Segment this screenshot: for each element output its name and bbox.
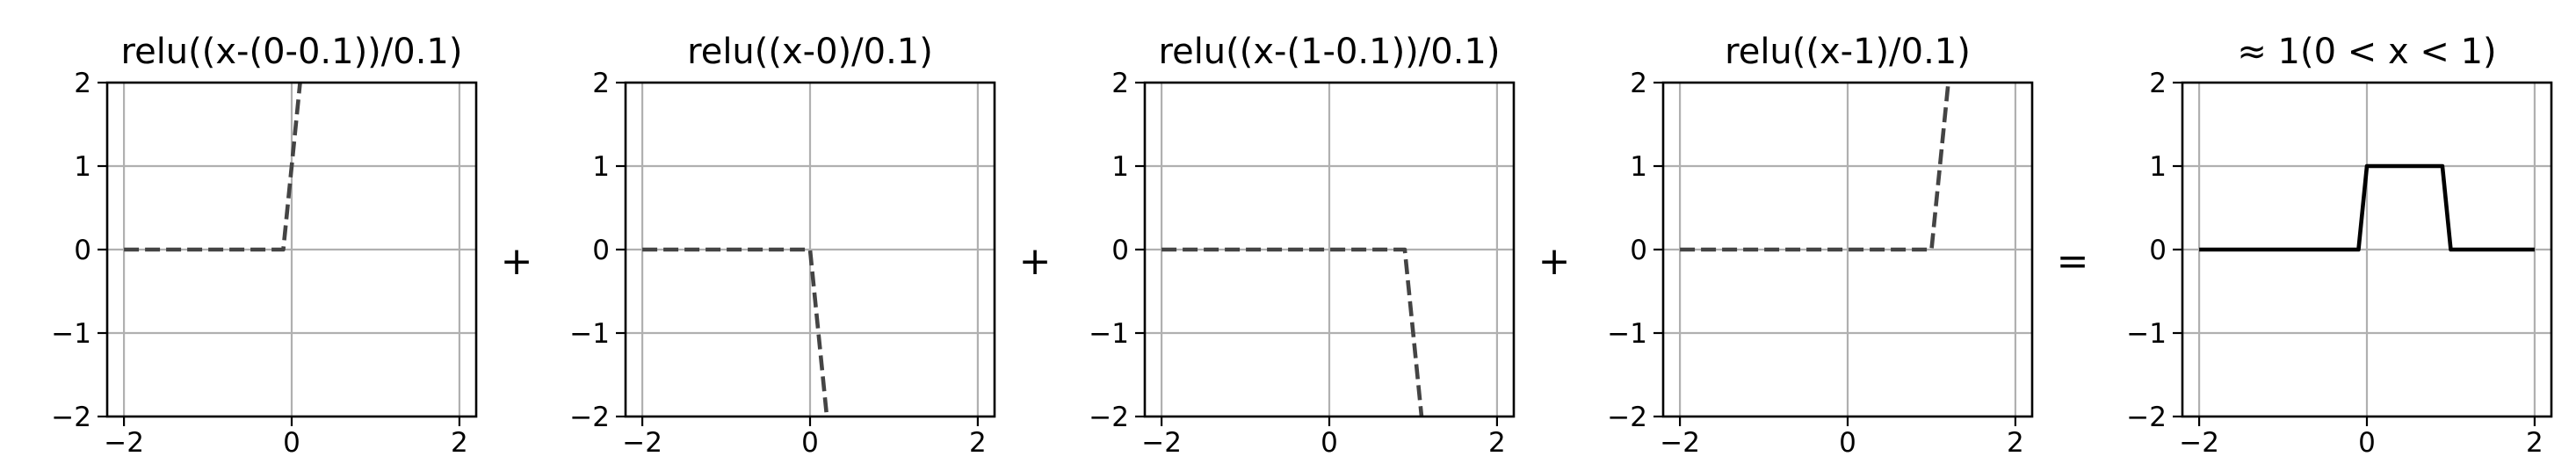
y-tick-label: −1 — [51, 318, 91, 350]
chart-title: relu((x-1)/0.1) — [1725, 32, 1971, 72]
x-tick-label: 0 — [801, 427, 819, 459]
chart-title: relu((x-(0-0.1))/0.1) — [121, 32, 463, 72]
y-tick-label: 1 — [2149, 151, 2167, 183]
y-tick-label: 2 — [2149, 68, 2167, 99]
y-tick-label: 2 — [1111, 68, 1129, 99]
chart-panel-3: −2 0 2 −2 −1 0 1 2 relu((x-(1-0.1))/0.1) — [1089, 32, 1516, 459]
equals-operator: = — [2057, 239, 2089, 284]
y-tick-label: 0 — [1111, 235, 1129, 266]
chart-panel-2: −2 0 2 −2 −1 0 1 2 relu((x-0)/0.1) — [569, 32, 996, 459]
y-tick-label: 1 — [592, 151, 610, 183]
y-tick-label: −2 — [2126, 402, 2167, 433]
plus-operator: + — [1019, 239, 1052, 284]
y-tick-label: −2 — [1089, 402, 1129, 433]
x-tick-label: −2 — [1660, 427, 1700, 459]
x-tick-label: 2 — [969, 427, 987, 459]
y-tick-label: 1 — [1111, 151, 1129, 183]
x-tick-label: −2 — [104, 427, 144, 459]
y-tick-label: 2 — [74, 68, 91, 99]
y-tick-label: −1 — [1089, 318, 1129, 350]
y-tick-label: 1 — [1630, 151, 1647, 183]
y-tick-label: −2 — [51, 402, 91, 433]
chart-title: relu((x-(1-0.1))/0.1) — [1159, 32, 1501, 72]
y-tick-label: 1 — [74, 151, 91, 183]
x-tick-label: −2 — [2179, 427, 2219, 459]
x-tick-label: 2 — [2526, 427, 2543, 459]
x-tick-label: −2 — [622, 427, 662, 459]
plus-operator: + — [501, 239, 533, 284]
x-tick-label: 0 — [283, 427, 300, 459]
series-line-1 — [642, 247, 829, 417]
chart-title: relu((x-0)/0.1) — [687, 32, 933, 72]
x-tick-label: −2 — [1141, 427, 1182, 459]
x-tick-label: 2 — [1488, 427, 1506, 459]
series-line-1 — [2199, 163, 2535, 252]
y-tick-label: −2 — [569, 402, 610, 433]
y-tick-label: 2 — [1630, 68, 1647, 99]
y-tick-label: 0 — [1630, 235, 1647, 266]
y-tick-label: −1 — [1607, 318, 1647, 350]
series-line-1 — [124, 83, 302, 252]
chart-panel-1: −2 0 2 −2 −1 0 1 2 relu((x-(0-0.1))/0.1) — [51, 32, 478, 459]
y-tick-label: 2 — [592, 68, 610, 99]
y-tick-label: 0 — [74, 235, 91, 266]
y-tick-label: −1 — [2126, 318, 2167, 350]
y-tick-label: 0 — [2149, 235, 2167, 266]
x-tick-label: 0 — [1321, 427, 1338, 459]
chart-title: ≈ 1(0 < x < 1) — [2237, 32, 2496, 72]
y-tick-label: 0 — [592, 235, 610, 266]
series-line-1 — [1161, 247, 1424, 417]
x-tick-label: 0 — [2358, 427, 2376, 459]
chart-panel-4: −2 0 2 −2 −1 0 1 2 relu((x-1)/0.1) — [1607, 32, 2034, 459]
y-tick-label: −1 — [569, 318, 610, 350]
y-tick-label: −2 — [1607, 402, 1647, 433]
series-line-1 — [1680, 83, 1950, 252]
x-tick-label: 2 — [2007, 427, 2024, 459]
plus-operator: + — [1538, 239, 1571, 284]
chart-panel-5: −2 0 2 −2 −1 0 1 2 ≈ 1(0 < x < 1) — [2126, 32, 2553, 459]
x-tick-label: 0 — [1839, 427, 1856, 459]
x-tick-label: 2 — [451, 427, 468, 459]
